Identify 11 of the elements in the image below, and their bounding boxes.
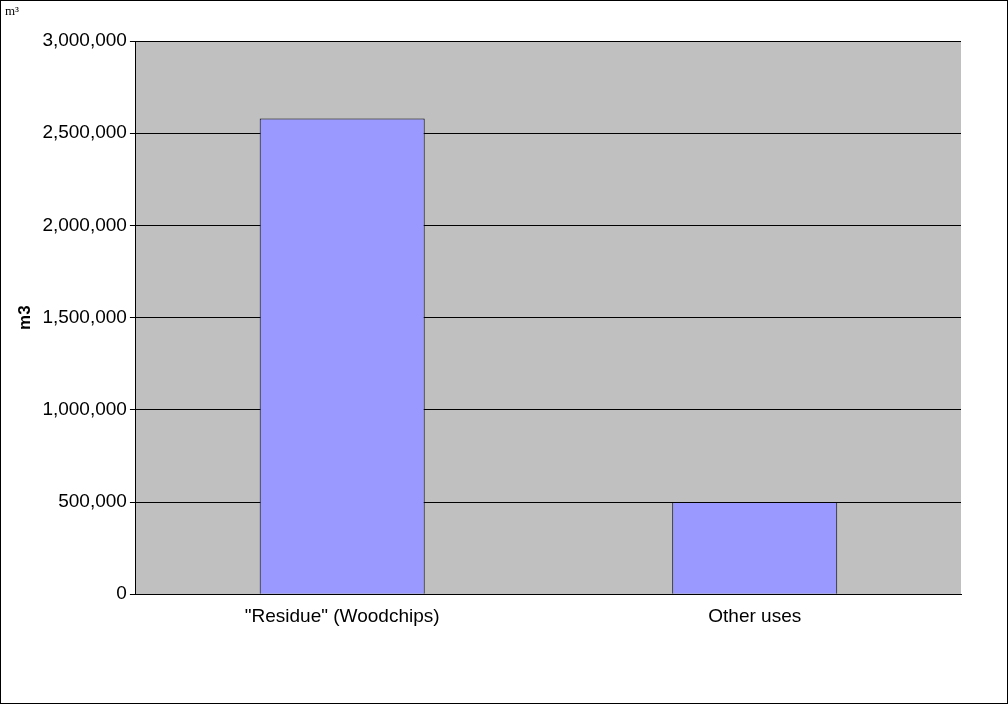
y-tick-label: 3,000,000 <box>42 29 127 51</box>
y-tick-label: 2,500,000 <box>42 121 127 143</box>
y-tick-label: 1,500,000 <box>42 305 127 327</box>
y-axis-title: m3 <box>14 305 34 330</box>
x-tick-label: Other uses <box>708 604 802 626</box>
x-tick-label: "Residue" (Woodchips) <box>244 604 440 626</box>
y-tick-label: 500,000 <box>58 490 127 512</box>
y-tick-label: 2,000,000 <box>42 213 127 235</box>
text: m³ <box>5 3 20 19</box>
y-tick-label: 1,000,000 <box>42 398 127 420</box>
y-tick-label: 0 <box>116 582 127 604</box>
